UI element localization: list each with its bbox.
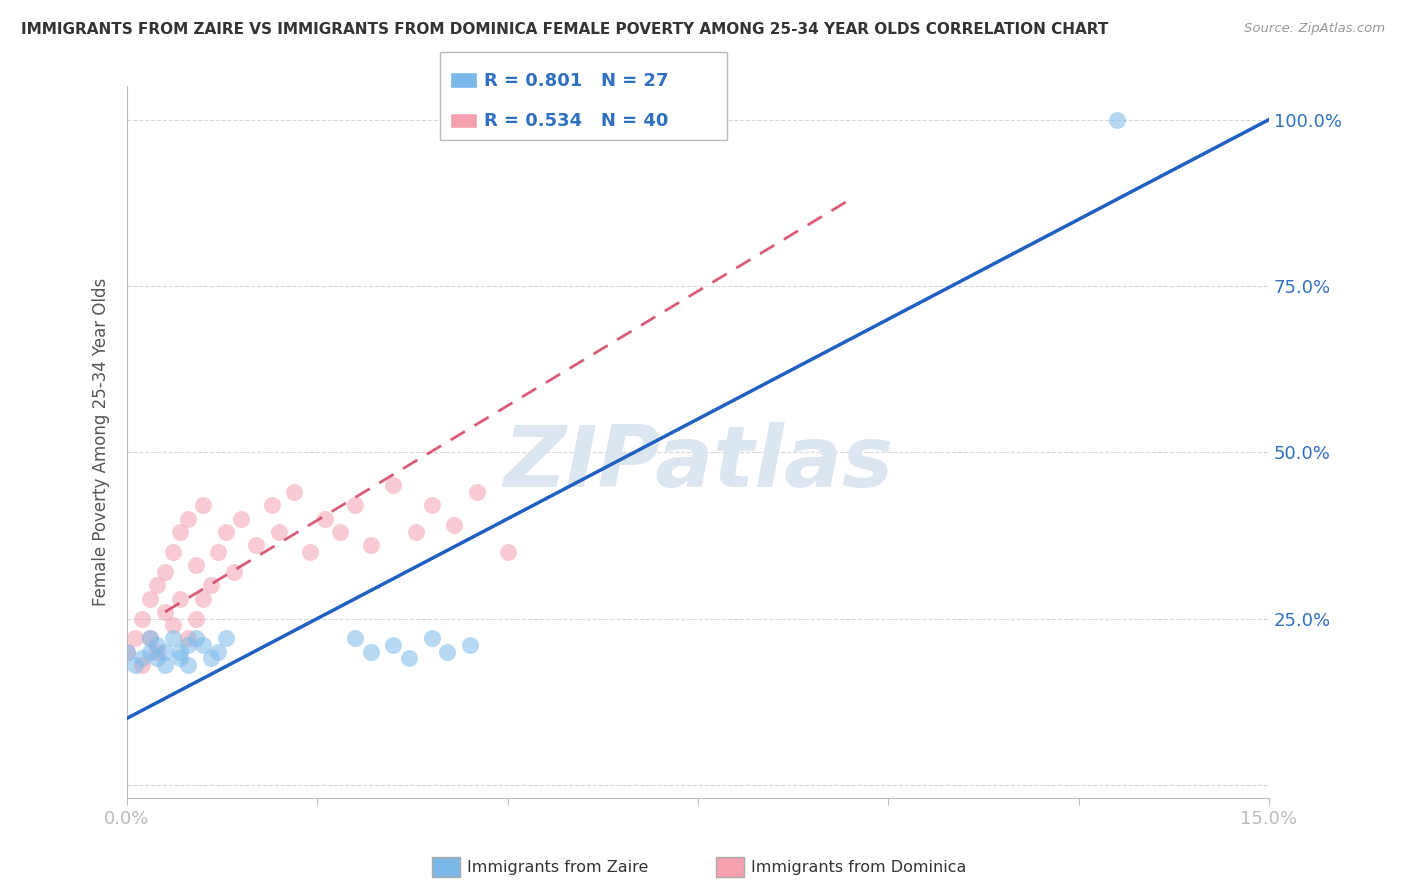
Point: [398, 651, 420, 665]
Point: [215, 524, 238, 539]
Point: [443, 518, 465, 533]
Point: [329, 524, 352, 539]
Point: [131, 611, 153, 625]
Point: [115, 645, 138, 659]
Point: [269, 524, 291, 539]
Point: [382, 638, 405, 652]
Point: [146, 638, 169, 652]
Text: IMMIGRANTS FROM ZAIRE VS IMMIGRANTS FROM DOMINICA FEMALE POVERTY AMONG 25-34 YEA: IMMIGRANTS FROM ZAIRE VS IMMIGRANTS FROM…: [21, 22, 1108, 37]
Point: [153, 645, 176, 659]
Point: [184, 611, 207, 625]
Point: [1105, 112, 1128, 127]
Point: [162, 618, 184, 632]
Point: [382, 478, 405, 492]
Text: R = 0.534   N = 40: R = 0.534 N = 40: [484, 112, 668, 130]
Point: [405, 524, 427, 539]
Point: [191, 591, 214, 606]
Point: [153, 605, 176, 619]
Point: [153, 658, 176, 673]
Point: [260, 499, 283, 513]
Point: [162, 632, 184, 646]
Text: ZIPatlas: ZIPatlas: [503, 422, 893, 505]
Point: [115, 645, 138, 659]
Point: [169, 591, 191, 606]
Text: Immigrants from Dominica: Immigrants from Dominica: [751, 860, 966, 874]
Point: [283, 485, 305, 500]
Point: [131, 651, 153, 665]
Y-axis label: Female Poverty Among 25-34 Year Olds: Female Poverty Among 25-34 Year Olds: [93, 278, 110, 607]
Point: [200, 578, 222, 592]
Point: [139, 632, 162, 646]
Point: [222, 565, 245, 579]
Point: [207, 645, 229, 659]
Point: [124, 632, 146, 646]
Point: [177, 658, 200, 673]
Point: [298, 545, 321, 559]
Text: Source: ZipAtlas.com: Source: ZipAtlas.com: [1244, 22, 1385, 36]
Point: [465, 485, 488, 500]
Point: [344, 632, 367, 646]
Point: [207, 545, 229, 559]
Point: [139, 632, 162, 646]
Point: [314, 512, 336, 526]
Point: [344, 499, 367, 513]
Point: [124, 658, 146, 673]
Point: [191, 499, 214, 513]
Point: [191, 638, 214, 652]
Text: R = 0.801   N = 27: R = 0.801 N = 27: [484, 71, 668, 89]
Point: [162, 545, 184, 559]
Point: [458, 638, 481, 652]
Point: [184, 632, 207, 646]
Point: [231, 512, 253, 526]
Point: [420, 499, 443, 513]
Point: [146, 651, 169, 665]
Point: [139, 645, 162, 659]
Point: [360, 538, 382, 552]
Point: [496, 545, 519, 559]
Point: [153, 565, 176, 579]
Point: [360, 645, 382, 659]
Point: [139, 591, 162, 606]
Point: [169, 645, 191, 659]
Point: [200, 651, 222, 665]
Text: Immigrants from Zaire: Immigrants from Zaire: [467, 860, 648, 874]
Point: [131, 658, 153, 673]
Point: [245, 538, 267, 552]
Point: [146, 645, 169, 659]
Point: [436, 645, 458, 659]
Point: [177, 512, 200, 526]
Point: [169, 524, 191, 539]
Point: [169, 651, 191, 665]
Point: [184, 558, 207, 573]
Point: [146, 578, 169, 592]
Point: [215, 632, 238, 646]
Point: [177, 638, 200, 652]
Point: [177, 632, 200, 646]
Point: [420, 632, 443, 646]
